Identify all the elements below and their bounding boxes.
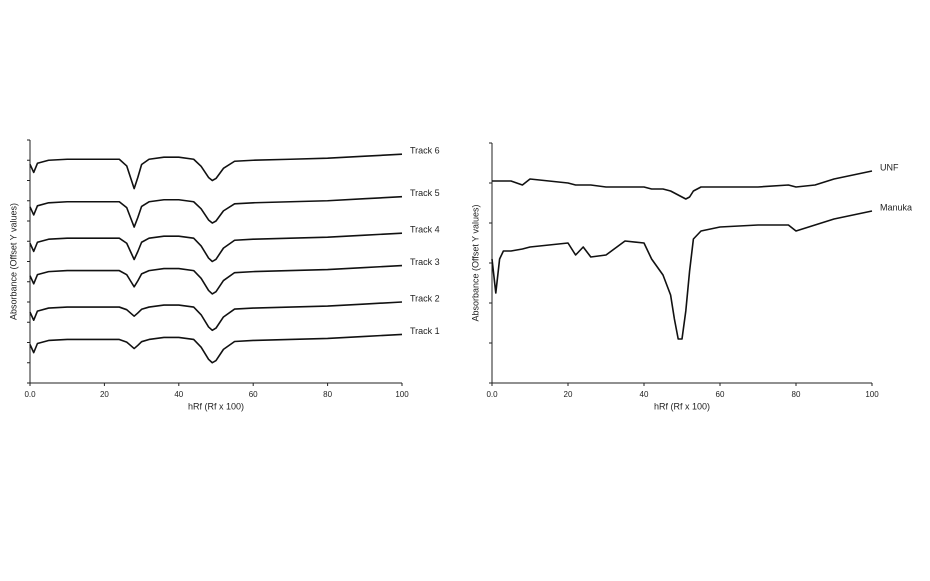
series-line [29,301,403,332]
x-tick-label: 80 [792,390,801,399]
x-tick-label: 40 [174,390,183,399]
x-tick-label: 0.0 [486,390,498,399]
series-line [29,333,403,364]
x-tick-label: 20 [100,390,109,399]
x-tick-label: 60 [249,390,258,399]
series-label: Track 4 [410,225,440,235]
x-tick-label: 0.0 [24,390,36,399]
series-line [491,210,873,340]
series-line [29,232,403,263]
series-label: Track 3 [410,257,440,267]
x-tick-label: 100 [865,390,879,399]
series-line [29,153,403,190]
series-label: Track 5 [410,188,440,198]
series-line [492,170,873,200]
y-axis-label: Absorbance (Offset Y values) [470,204,480,321]
x-tick-label: 60 [716,390,725,399]
x-axis-label: hRf (Rf x 100) [654,401,710,411]
x-tick-label: 40 [640,390,649,399]
series-label: Track 2 [410,293,440,303]
series-label: Track 6 [410,146,440,156]
series-label: UNF [880,162,899,172]
x-axis-label: hRf (Rf x 100) [188,401,244,411]
y-axis-label: Absorbance (Offset Y values) [8,203,18,320]
series-label: Track 1 [410,326,440,336]
x-tick-label: 80 [323,390,332,399]
series-line [29,264,403,295]
x-tick-label: 20 [564,390,573,399]
x-tick-label: 100 [395,390,409,399]
series-line [29,195,403,228]
series-label: Manuka [880,202,912,212]
